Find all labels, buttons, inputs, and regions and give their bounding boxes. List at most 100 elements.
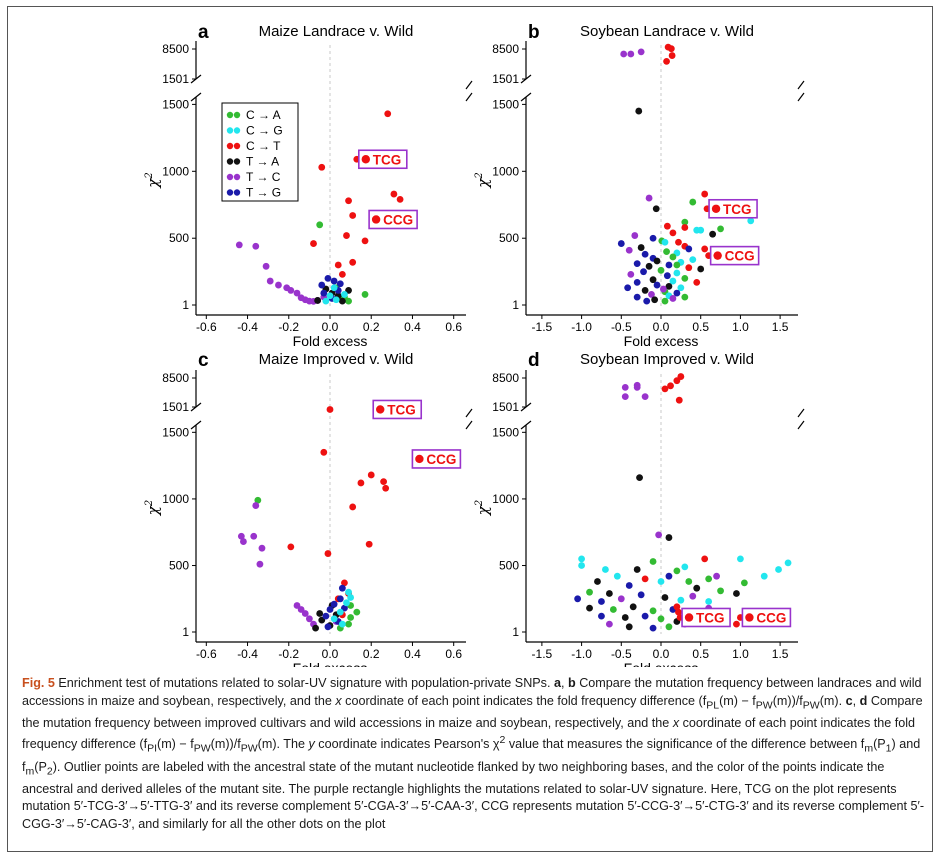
- data-point: [668, 45, 675, 52]
- data-point: [636, 474, 643, 481]
- data-point: [622, 384, 629, 391]
- data-point: [666, 573, 673, 580]
- data-point: [677, 597, 684, 604]
- data-point: [327, 606, 334, 613]
- data-point: [650, 607, 657, 614]
- data-point: [322, 298, 329, 305]
- chart-panel-b: b Soybean Landrace v. Wild-1.5 -1.0 -0.5 0.0…: [474, 22, 804, 349]
- data-point: [345, 197, 352, 204]
- highlight-point: [362, 155, 370, 163]
- data-point: [733, 621, 740, 628]
- legend-label: T → A: [246, 155, 279, 169]
- data-point: [675, 239, 682, 246]
- x-tick-label: 1.5: [772, 320, 789, 334]
- y-tick-label: 8500: [492, 42, 519, 56]
- x-tick-label: -0.5: [611, 320, 632, 334]
- data-point: [263, 263, 270, 270]
- caption-sep: ,: [853, 694, 860, 708]
- data-point: [339, 621, 346, 628]
- data-point: [673, 603, 680, 610]
- data-point: [366, 541, 373, 548]
- chart-panel-c: c Maize Improved v. Wild-0.6 -0.4 -0.2 0.0 0.…: [144, 350, 472, 667]
- y-tick-label: 1500: [492, 97, 519, 111]
- y-axis-label: χ2: [474, 172, 492, 188]
- caption-sub: PW: [241, 743, 258, 755]
- caption-text: coordinate indicates Pearson's χ: [315, 737, 500, 751]
- data-point: [362, 237, 369, 244]
- data-point: [693, 279, 700, 286]
- highlight-text: CCG: [756, 610, 786, 625]
- y-axis-label-superscript: 2: [474, 172, 485, 179]
- legend-marker: [227, 158, 233, 164]
- data-point: [257, 561, 264, 568]
- data-point: [651, 296, 658, 303]
- data-point: [642, 251, 649, 258]
- data-point: [598, 598, 605, 605]
- figure-svg: a Maize Landrace v. Wild-0.6 -0.4 -0.2 0.0 0.…: [8, 7, 934, 667]
- data-point: [650, 625, 657, 632]
- highlight-point: [713, 251, 721, 259]
- data-point: [606, 621, 613, 628]
- data-point: [761, 573, 768, 580]
- data-point: [662, 239, 669, 246]
- y-tick-label: 1501: [162, 400, 189, 414]
- data-point: [662, 594, 669, 601]
- data-point: [673, 270, 680, 277]
- x-tick-label: 0.4: [404, 320, 421, 334]
- panel-letter: c: [198, 350, 209, 371]
- data-point: [624, 284, 631, 291]
- data-point: [634, 566, 641, 573]
- data-point: [685, 264, 692, 271]
- data-point: [685, 578, 692, 585]
- data-point: [670, 295, 677, 302]
- data-point: [638, 591, 645, 598]
- data-point: [689, 199, 696, 206]
- caption-sub: m: [864, 743, 873, 755]
- data-point: [646, 263, 653, 270]
- data-point: [638, 48, 645, 55]
- legend-marker: [227, 174, 233, 180]
- caption-sub: PI: [147, 743, 157, 755]
- data-point: [325, 275, 332, 282]
- data-point: [287, 543, 294, 550]
- data-point: [236, 242, 243, 249]
- data-point: [713, 573, 720, 580]
- y-tick-label: 500: [169, 559, 189, 573]
- data-point: [325, 550, 332, 557]
- data-point: [345, 589, 352, 596]
- data-point: [689, 593, 696, 600]
- data-point: [578, 555, 585, 562]
- caption-text: (m))/f: [211, 737, 241, 751]
- y-tick-label: 1000: [492, 492, 519, 506]
- data-point: [660, 286, 667, 293]
- panel-letter: a: [198, 22, 209, 43]
- data-point: [650, 558, 657, 565]
- data-point: [337, 609, 344, 616]
- panel-title: Maize Landrace v. Wild: [259, 23, 414, 40]
- caption-text: (P: [873, 737, 886, 751]
- outlier-label: CCG: [742, 608, 790, 626]
- highlight-point: [415, 455, 423, 463]
- outlier-label: TCG: [359, 150, 407, 168]
- y-tick-label: 1501: [162, 72, 189, 86]
- legend-label: C → G: [246, 124, 283, 138]
- caption-text: (m) − f: [157, 737, 194, 751]
- y-tick-label: 8500: [492, 371, 519, 385]
- data-point: [642, 393, 649, 400]
- x-tick-label: -1.0: [571, 647, 592, 661]
- data-point: [701, 191, 708, 198]
- data-point: [775, 566, 782, 573]
- data-point: [741, 579, 748, 586]
- data-point: [339, 585, 346, 592]
- data-point: [689, 256, 696, 263]
- data-point: [275, 282, 282, 289]
- data-point: [316, 610, 323, 617]
- legend-marker: [227, 112, 233, 118]
- data-point: [620, 51, 627, 58]
- caption-text: (m))/f: [773, 694, 803, 708]
- outlier-label: TCG: [709, 200, 757, 218]
- y-tick-label: 8500: [162, 371, 189, 385]
- data-point: [655, 531, 662, 538]
- caption-sep: ,: [561, 676, 568, 690]
- data-point: [701, 555, 708, 562]
